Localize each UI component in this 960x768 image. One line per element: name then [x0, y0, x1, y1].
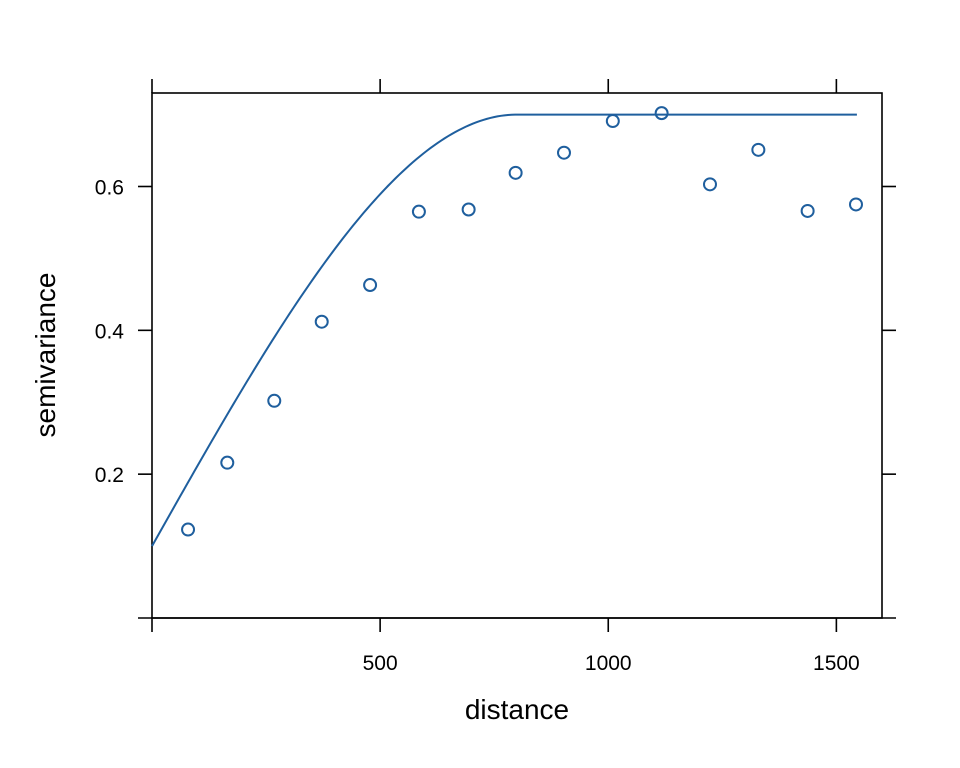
x-tick-label: 500 — [363, 652, 398, 675]
data-point — [605, 114, 620, 129]
x-axis: 500 1000 1500 — [138, 79, 896, 675]
data-point — [363, 278, 378, 293]
data-point — [181, 522, 196, 537]
data-point — [848, 197, 863, 212]
data-points — [181, 106, 863, 537]
data-point — [267, 393, 282, 408]
data-point — [220, 455, 235, 470]
y-axis: 0.2 0.4 0.6 — [95, 176, 896, 487]
data-point — [556, 145, 571, 160]
x-axis-title: distance — [465, 694, 569, 725]
model-curve — [151, 113, 857, 547]
data-point — [508, 165, 523, 180]
y-tick-label: 0.2 — [95, 464, 124, 487]
data-point — [800, 203, 815, 218]
y-tick-label: 0.6 — [95, 176, 124, 199]
plot-frame — [151, 92, 883, 619]
y-axis-title: semivariance — [30, 273, 61, 438]
data-point — [702, 177, 717, 192]
data-point — [654, 106, 669, 121]
data-point — [461, 202, 476, 217]
data-point — [751, 142, 766, 157]
data-point — [314, 314, 329, 329]
x-tick-label: 1000 — [585, 652, 632, 675]
x-tick-label: 1500 — [813, 652, 860, 675]
y-tick-label: 0.4 — [95, 320, 125, 343]
data-point — [411, 204, 426, 219]
